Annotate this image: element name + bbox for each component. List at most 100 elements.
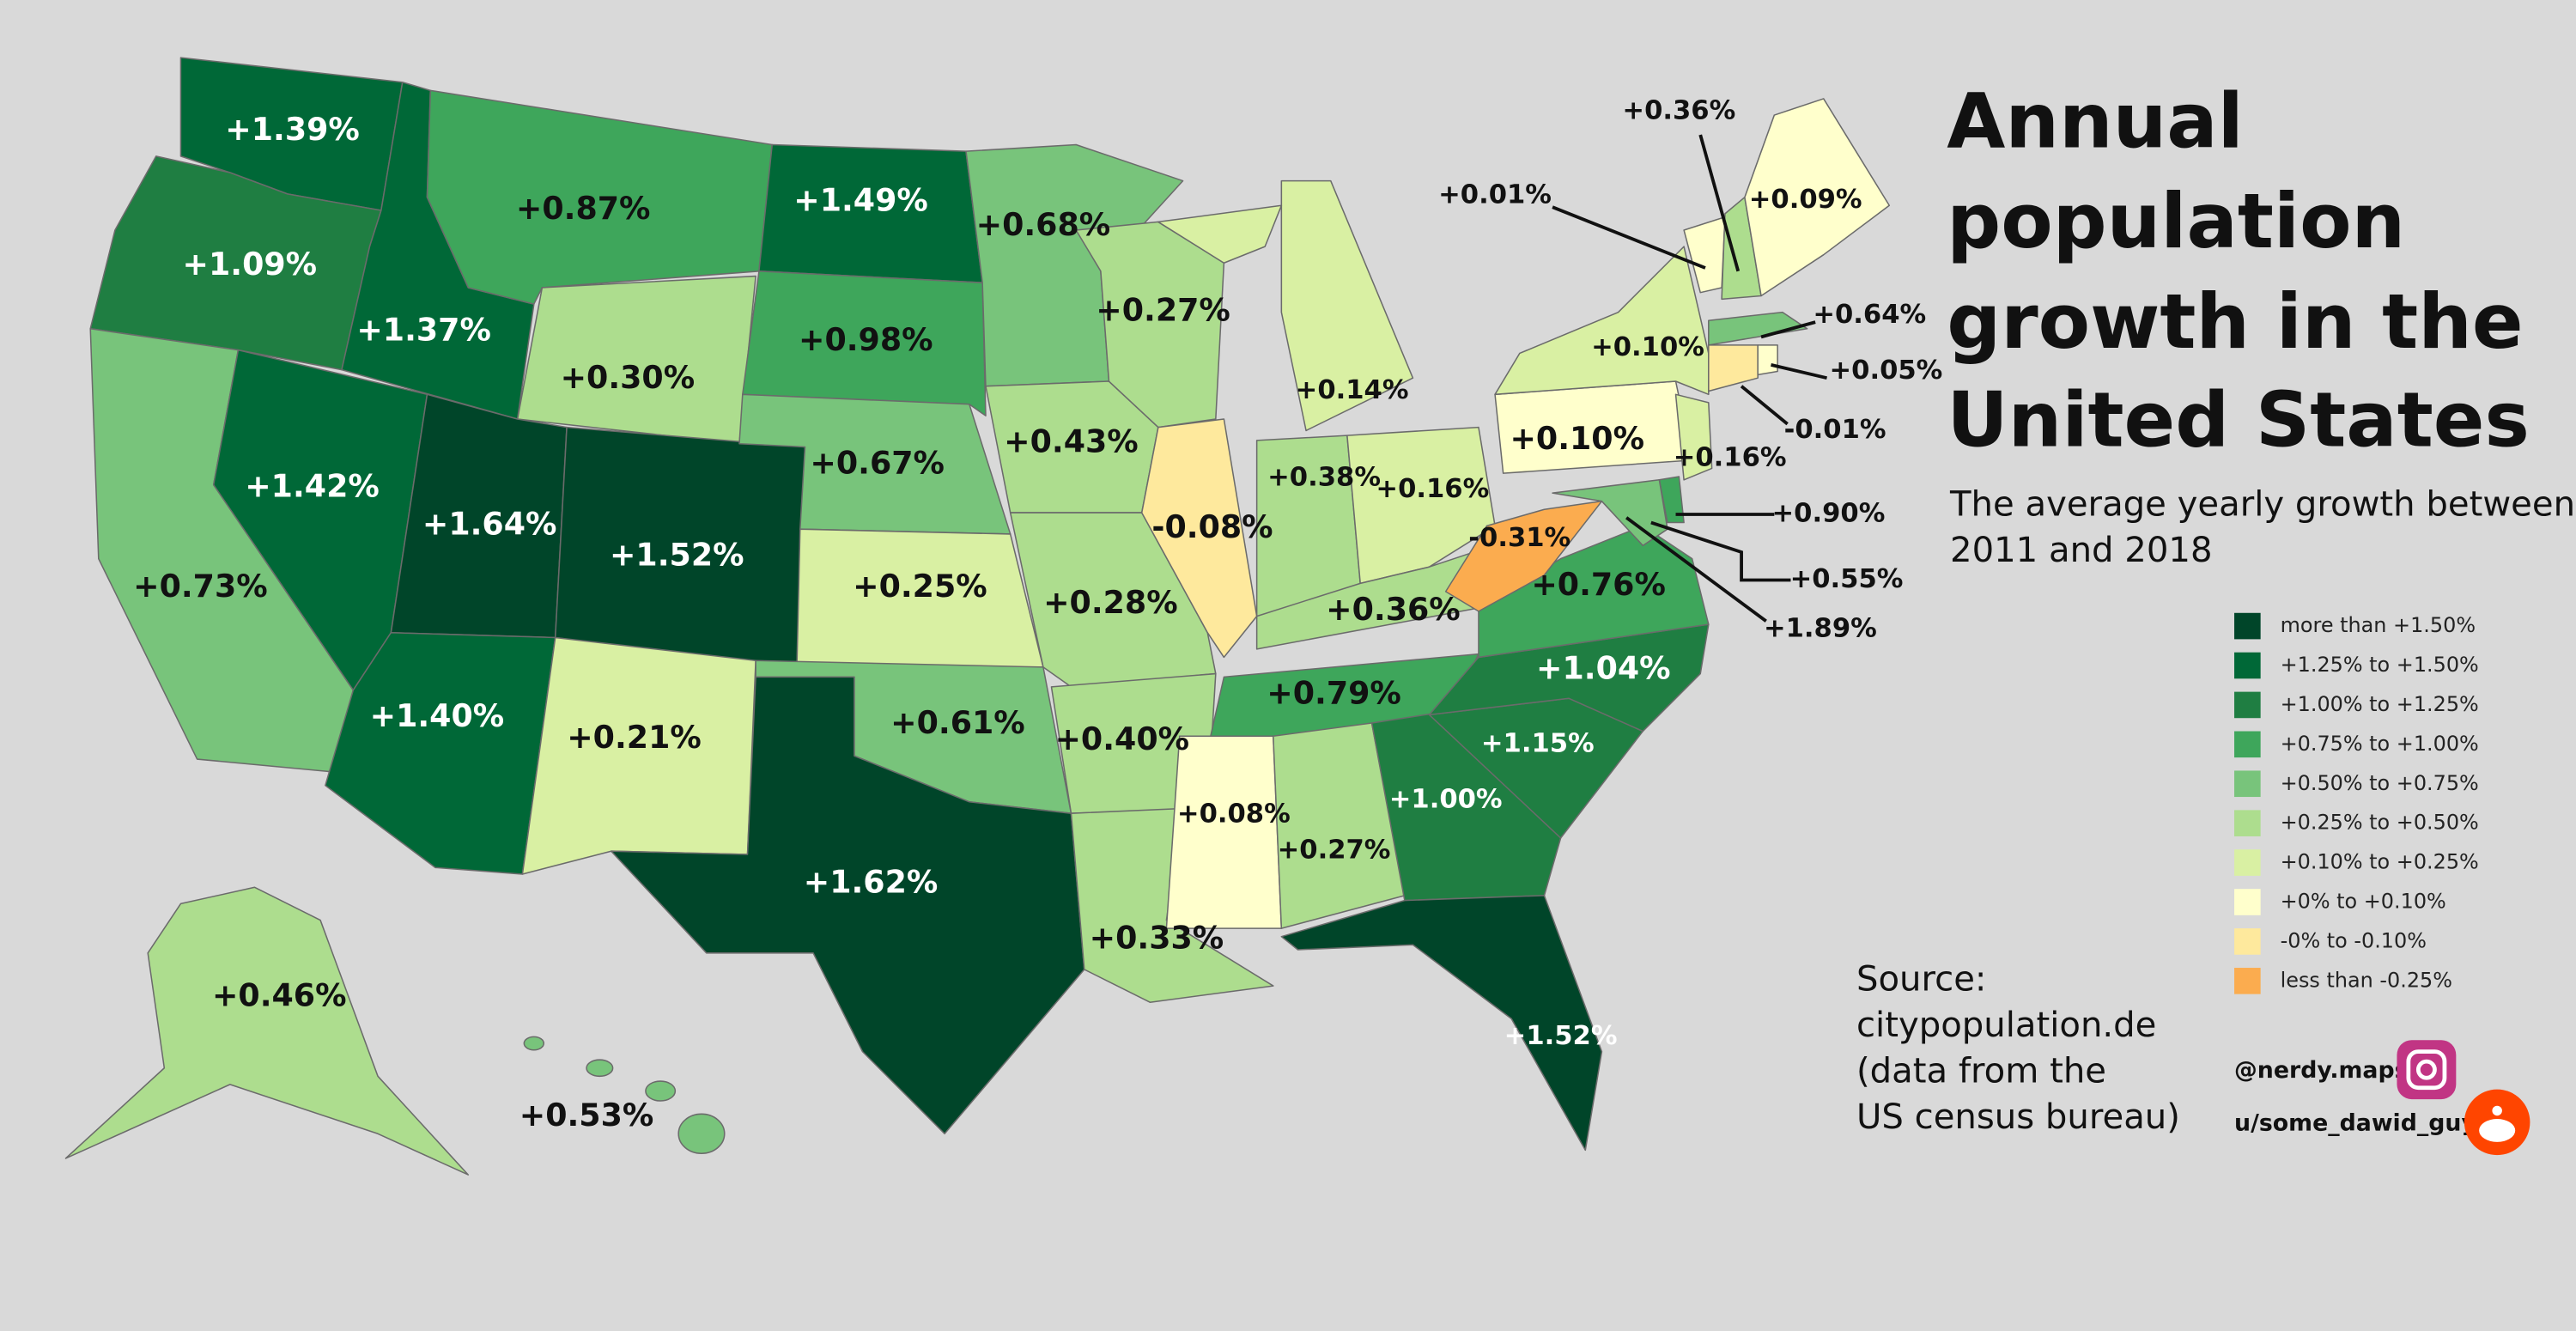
- legend-label: -0% to -0.10%: [2281, 928, 2427, 952]
- legend-label: +0.50% to +0.75%: [2281, 771, 2479, 795]
- source: Source:: [1856, 959, 1986, 999]
- leader-line: [1625, 516, 1767, 623]
- state-label: +1.04%: [1536, 650, 1671, 687]
- state-label: +0.10%: [1510, 420, 1644, 457]
- state-label: +0.67%: [810, 445, 945, 482]
- state-label: +0.87%: [516, 190, 651, 227]
- state-label: +1.09%: [183, 246, 318, 283]
- state: [1708, 311, 1808, 346]
- state: [742, 270, 987, 416]
- state-label: +0.73%: [133, 568, 268, 605]
- title-line: population: [1947, 177, 2405, 265]
- source: US census bureau): [1856, 1097, 2180, 1137]
- state-label: +0.53%: [519, 1097, 654, 1133]
- title-line: Annual: [1947, 76, 2244, 165]
- state-label: +1.52%: [1504, 1021, 1618, 1051]
- state: [1165, 735, 1283, 929]
- state-label: +0.01%: [1438, 179, 1552, 210]
- legend-label: +0.25% to +0.50%: [2281, 811, 2479, 835]
- state: [1708, 344, 1759, 392]
- state-label: +0.43%: [1004, 423, 1139, 460]
- leader-line: [1552, 205, 1706, 270]
- state-label: +1.00%: [1389, 784, 1503, 814]
- legend: more than +1.50% +1.25% to +1.50% +1.00% t…: [2234, 612, 2479, 994]
- source: (data from the: [1856, 1051, 2106, 1091]
- state-label: +0.10%: [1591, 332, 1704, 362]
- state: [645, 1080, 677, 1102]
- state-labels: +1.39% +1.09% +0.87% +1.37% +1.49% +0.68…: [133, 96, 1942, 1133]
- source: citypopulation.de: [1856, 1006, 2156, 1045]
- state-label: +0.27%: [1096, 292, 1230, 329]
- state-label: +1.37%: [356, 312, 491, 349]
- leader-line: [1650, 520, 1791, 582]
- state-label: -0.31%: [1468, 523, 1571, 553]
- state-label: +1.64%: [422, 505, 557, 542]
- state: [64, 886, 470, 1176]
- state: [1674, 393, 1713, 481]
- subtitle: 2011 and 2018: [1950, 531, 2212, 570]
- title-line: United States: [1947, 376, 2530, 465]
- state-label: +0.46%: [212, 976, 347, 1013]
- subtitle: The average yearly growth between: [1949, 484, 2575, 524]
- state-label: +1.40%: [370, 697, 505, 734]
- state: [1744, 98, 1891, 297]
- state-label: +0.36%: [1622, 96, 1735, 126]
- leader-lines: [1552, 134, 1827, 623]
- legend-label: less than -0.25%: [2281, 968, 2452, 992]
- leader-line: [1760, 320, 1816, 339]
- state-label: +1.15%: [1481, 728, 1595, 758]
- state: [1280, 179, 1414, 432]
- leader-line: [1740, 385, 1789, 426]
- title: Annual population growth in the United S…: [1947, 76, 2530, 464]
- state-label: +0.16%: [1376, 474, 1489, 504]
- state-label: +0.28%: [1043, 584, 1178, 621]
- state: [1346, 426, 1496, 585]
- legend-swatch: [2234, 612, 2261, 640]
- legend-label: +0.10% to +0.25%: [2281, 850, 2479, 874]
- state: [677, 1113, 726, 1155]
- state-label: +1.42%: [245, 467, 380, 504]
- state-label: +0.09%: [1749, 185, 1862, 215]
- legend-swatch: [2234, 849, 2261, 876]
- state-label: -0.01%: [1784, 415, 1886, 445]
- state-label: +0.38%: [1267, 462, 1381, 492]
- legend-swatch: [2234, 691, 2261, 719]
- state-label: +0.27%: [1278, 836, 1391, 866]
- state-label: +0.08%: [1177, 799, 1291, 830]
- state: [1140, 418, 1258, 659]
- legend-label: +0% to +0.10%: [2281, 890, 2446, 914]
- state: [610, 676, 1085, 1135]
- state-label: +0.30%: [561, 359, 696, 396]
- state-label: +0.98%: [799, 321, 933, 358]
- state-label: +1.49%: [793, 181, 928, 218]
- state-label: +1.39%: [225, 111, 360, 148]
- legend-swatch: [2234, 731, 2261, 758]
- state-label: +0.68%: [976, 206, 1111, 243]
- leader-line: [1698, 134, 1741, 272]
- state: [1157, 204, 1283, 264]
- state-label: +0.21%: [567, 719, 702, 756]
- state-label: +1.89%: [1764, 613, 1877, 643]
- state-label: +0.16%: [1674, 442, 1787, 472]
- credit: @nerdy.maps: [2234, 1057, 2409, 1084]
- state: [586, 1059, 614, 1078]
- state-label: +0.90%: [1772, 498, 1886, 528]
- legend-swatch: [2234, 889, 2261, 915]
- state-label: +0.05%: [1830, 356, 1943, 386]
- state: [521, 636, 756, 875]
- state-label: +0.36%: [1326, 591, 1461, 628]
- state: [1658, 476, 1685, 524]
- legend-swatch: [2234, 770, 2261, 798]
- state-label: +1.62%: [804, 863, 939, 900]
- state-label: +0.40%: [1054, 720, 1189, 757]
- legend-label: +1.00% to +1.25%: [2281, 692, 2479, 716]
- title-line: growth in the: [1947, 277, 2523, 366]
- state-label: +0.25%: [853, 568, 987, 605]
- credit: u/some_dawid_guy: [2234, 1109, 2476, 1136]
- state-label: +0.55%: [1790, 564, 1904, 594]
- instagram-icon: [2397, 1040, 2457, 1100]
- legend-label: +1.25% to +1.50%: [2281, 653, 2479, 677]
- state-label: +0.33%: [1090, 920, 1224, 957]
